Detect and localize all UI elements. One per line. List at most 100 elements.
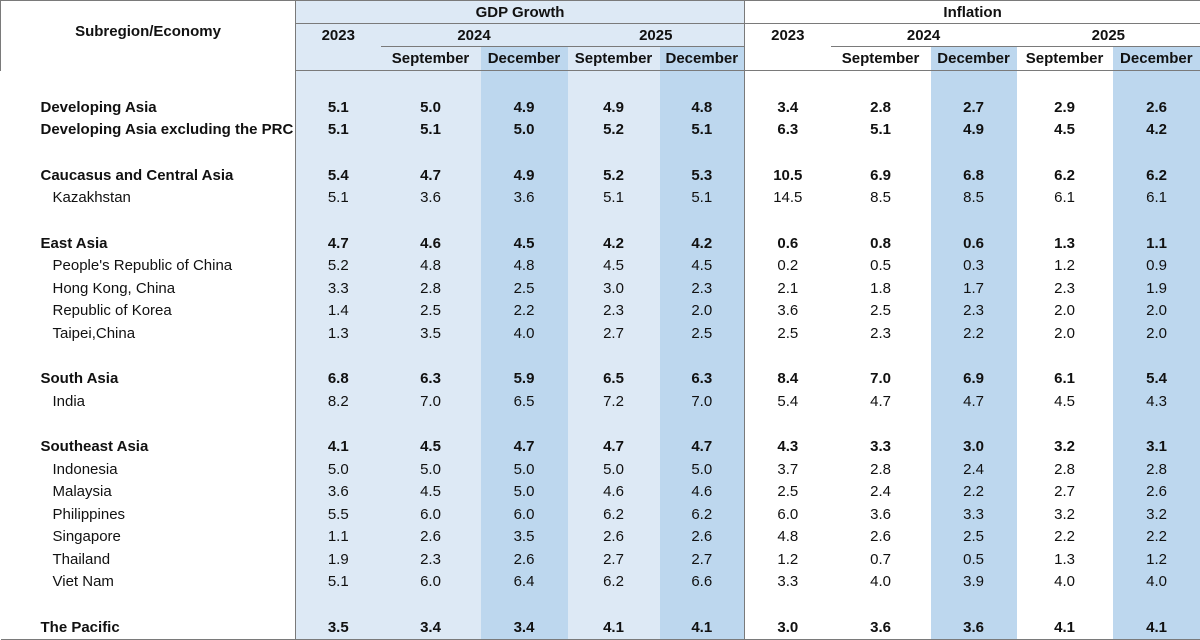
inflation-value-cell: 6.1 — [1017, 187, 1113, 210]
gdp-value-cell: 5.0 — [381, 96, 481, 119]
gdp-value-cell: 4.6 — [568, 481, 660, 504]
inflation-value-cell: 3.3 — [745, 571, 831, 594]
inflation-value-cell: 6.2 — [1017, 164, 1113, 187]
gdp-value-cell: 2.6 — [568, 526, 660, 549]
economy-name: Developing Asia excluding the PRC — [1, 119, 296, 142]
gdp-value-cell: 4.7 — [568, 436, 660, 459]
gdp-value-cell: 6.2 — [568, 571, 660, 594]
inflation-value-cell: 4.0 — [1017, 571, 1113, 594]
inflation-value-cell: 2.8 — [1113, 458, 1200, 481]
gdp-year-2023: 2023 — [296, 24, 381, 47]
economy-name: Taipei,China — [1, 322, 296, 345]
inflation-value-cell: 3.0 — [931, 436, 1017, 459]
gdp-value-cell: 3.0 — [568, 277, 660, 300]
gdp-value-cell: 5.1 — [660, 187, 745, 210]
inflation-value-cell: 2.8 — [831, 458, 931, 481]
gdp-value-cell: 5.1 — [296, 119, 381, 142]
gdp-value-cell: 4.7 — [660, 436, 745, 459]
gdp-value-cell: 2.7 — [568, 322, 660, 345]
gdp-value-cell: 5.3 — [660, 164, 745, 187]
inflation-year-2025: 2025 — [1017, 24, 1200, 47]
gdp-value-cell: 2.7 — [660, 548, 745, 571]
spacer-row — [1, 141, 1200, 164]
economy-name: Hong Kong, China — [1, 277, 296, 300]
inflation-value-cell: 3.6 — [931, 616, 1017, 639]
inflation-value-cell: 6.3 — [745, 119, 831, 142]
inflation-value-cell: 1.3 — [1017, 232, 1113, 255]
inflation-value-cell: 2.5 — [831, 300, 931, 323]
inflation-value-cell: 6.9 — [931, 368, 1017, 391]
gdp-value-cell: 4.2 — [568, 232, 660, 255]
gdp-value-cell: 5.0 — [481, 481, 568, 504]
inflation-value-cell: 4.1 — [1113, 616, 1200, 639]
gdp-value-cell: 4.5 — [381, 481, 481, 504]
inflation-value-cell: 0.3 — [931, 255, 1017, 278]
gdp-value-cell: 5.4 — [296, 164, 381, 187]
inflation-value-cell: 3.6 — [745, 300, 831, 323]
gdp-value-cell: 5.1 — [296, 96, 381, 119]
gdp-value-cell: 6.5 — [481, 390, 568, 413]
inflation-value-cell: 2.7 — [931, 96, 1017, 119]
inflation-value-cell: 4.7 — [931, 390, 1017, 413]
inflation-value-cell: 3.2 — [1017, 503, 1113, 526]
gdp-value-cell: 3.5 — [481, 526, 568, 549]
gdp-value-cell: 4.8 — [381, 255, 481, 278]
gdp-value-cell: 4.5 — [381, 436, 481, 459]
inflation-2025-december: December — [1113, 47, 1200, 71]
gdp-value-cell: 5.1 — [568, 187, 660, 210]
inflation-value-cell: 2.1 — [745, 277, 831, 300]
inflation-value-cell: 4.9 — [931, 119, 1017, 142]
inflation-value-cell: 8.5 — [931, 187, 1017, 210]
gdp-value-cell: 4.5 — [568, 255, 660, 278]
inflation-value-cell: 2.4 — [831, 481, 931, 504]
gdp-value-cell: 5.0 — [481, 458, 568, 481]
gdp-value-cell: 4.5 — [660, 255, 745, 278]
inflation-value-cell: 2.5 — [745, 322, 831, 345]
gdp-value-cell: 1.1 — [296, 526, 381, 549]
table-header: Subregion/Economy GDP Growth Inflation 2… — [1, 1, 1200, 71]
inflation-value-cell: 3.2 — [1017, 436, 1113, 459]
inflation-value-cell: 1.9 — [1113, 277, 1200, 300]
inflation-value-cell: 14.5 — [745, 187, 831, 210]
gdp-value-cell: 2.6 — [660, 526, 745, 549]
inflation-value-cell: 0.6 — [745, 232, 831, 255]
economy-name: Singapore — [1, 526, 296, 549]
inflation-value-cell: 1.1 — [1113, 232, 1200, 255]
inflation-value-cell: 2.3 — [1017, 277, 1113, 300]
gdp-2023-blank — [296, 47, 381, 71]
gdp-value-cell: 6.0 — [481, 503, 568, 526]
inflation-value-cell: 4.0 — [1113, 571, 1200, 594]
inflation-value-cell: 1.2 — [745, 548, 831, 571]
gdp-value-cell: 4.6 — [381, 232, 481, 255]
inflation-value-cell: 1.3 — [1017, 548, 1113, 571]
gdp-value-cell: 6.4 — [481, 571, 568, 594]
economy-name: Republic of Korea — [1, 300, 296, 323]
gdp-2024-december: December — [481, 47, 568, 71]
gdp-value-cell: 2.3 — [568, 300, 660, 323]
gdp-value-cell: 2.5 — [660, 322, 745, 345]
gdp-year-2025: 2025 — [568, 24, 745, 47]
inflation-value-cell: 5.4 — [745, 390, 831, 413]
gdp-value-cell: 4.8 — [660, 96, 745, 119]
gdp-value-cell: 4.1 — [660, 616, 745, 639]
inflation-value-cell: 3.6 — [831, 616, 931, 639]
inflation-value-cell: 1.2 — [1017, 255, 1113, 278]
inflation-2023-blank — [745, 47, 831, 71]
gdp-value-cell: 3.5 — [296, 616, 381, 639]
inflation-value-cell: 0.8 — [831, 232, 931, 255]
economy-name: India — [1, 390, 296, 413]
inflation-value-cell: 6.8 — [931, 164, 1017, 187]
inflation-value-cell: 4.8 — [745, 526, 831, 549]
inflation-2025-september: September — [1017, 47, 1113, 71]
gdp-value-cell: 6.2 — [660, 503, 745, 526]
economy-name: Malaysia — [1, 481, 296, 504]
inflation-value-cell: 2.2 — [1113, 526, 1200, 549]
gdp-value-cell: 5.0 — [481, 119, 568, 142]
gdp-value-cell: 5.0 — [568, 458, 660, 481]
